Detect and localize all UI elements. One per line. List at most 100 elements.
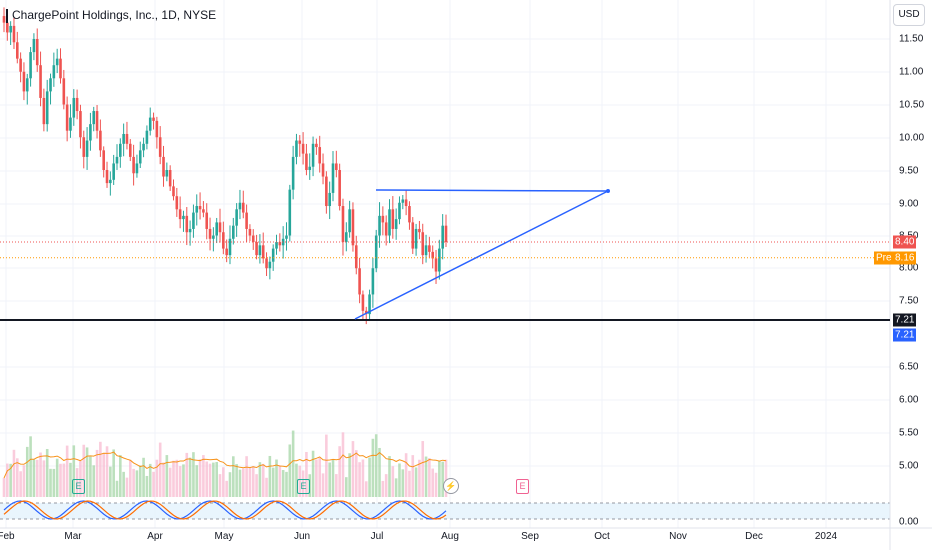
last-price-badge: 8.40 [893, 235, 917, 249]
currency-button[interactable]: USD [893, 4, 925, 26]
candle-body [271, 248, 275, 262]
stoch-d-line [3, 500, 447, 520]
volume-bar [301, 470, 305, 497]
volume-bar [15, 458, 19, 497]
volume-bar [258, 462, 262, 497]
volume-bar [345, 477, 348, 497]
candle-body [228, 238, 232, 256]
volume-bar [251, 466, 255, 497]
volume-bar [89, 456, 92, 497]
volume-bar [152, 471, 155, 497]
candle-body [411, 222, 415, 249]
price-tick: 10.50 [899, 99, 925, 111]
candle-body [45, 91, 49, 125]
price-tick: 11.00 [899, 66, 924, 78]
price-tick: 8.00 [899, 262, 919, 274]
price-tick: 11.50 [899, 33, 924, 45]
volume-bar [361, 459, 365, 497]
candle-body [125, 133, 129, 144]
volume-bar [69, 462, 72, 497]
volume-bar [125, 477, 129, 497]
volume-bar [275, 459, 278, 497]
time-tick: 2024 [814, 531, 838, 542]
time-tick: Dec [745, 531, 763, 542]
candle-body [79, 111, 82, 138]
volume-bar [315, 459, 318, 497]
candle-body [215, 222, 218, 236]
candle-body [85, 140, 89, 157]
volume-bar [428, 458, 431, 497]
earnings-marker[interactable]: E [516, 479, 529, 494]
time-tick: Mar [64, 531, 82, 542]
candle-body [152, 117, 155, 121]
volume-bar [241, 468, 245, 497]
candle-body [351, 209, 355, 246]
time-tick: Nov [669, 531, 687, 542]
price-tick: 6.50 [899, 361, 919, 373]
candle-body [59, 58, 62, 79]
candle-body [301, 143, 305, 154]
volume-bar [22, 465, 26, 497]
volume-bar [212, 462, 215, 497]
candle-body [198, 206, 202, 210]
candle-body [298, 140, 302, 144]
chart-title[interactable]: ChargePoint Holdings, Inc., 1D, NYSE [6, 8, 216, 23]
candle-body [22, 71, 26, 92]
volume-bar [431, 468, 435, 497]
volume-bar [75, 468, 79, 497]
candle-body [404, 199, 408, 207]
candle-body [361, 294, 365, 311]
volume-bar [162, 462, 165, 497]
price-tick: 7.50 [899, 295, 919, 307]
earnings-marker[interactable]: E [72, 479, 85, 494]
volume-bar [318, 457, 322, 497]
candle-body [65, 104, 69, 131]
candle-body [195, 206, 199, 213]
volume-bar [178, 466, 182, 497]
volume-bar [42, 460, 46, 497]
volume-bar [105, 446, 109, 497]
volume-bar [168, 467, 172, 497]
volume-bar [371, 438, 375, 497]
volume-bar [195, 465, 199, 497]
price-tick: 10.00 [899, 132, 925, 144]
volume-bar [2, 478, 6, 497]
volume-bar [39, 452, 42, 497]
candle-body [401, 199, 405, 203]
time-tick: Feb [0, 531, 15, 542]
volume-bar [228, 472, 232, 497]
candle-body [261, 245, 265, 259]
volume-bar [85, 447, 89, 497]
candle-body [212, 235, 215, 239]
candle-body [142, 143, 145, 151]
volume-bar [198, 459, 202, 497]
candle-body [325, 176, 328, 207]
volume-bar [99, 441, 102, 497]
candle-body [208, 228, 212, 239]
candle-body [305, 153, 308, 170]
candle-body [82, 137, 86, 157]
volume-bar [19, 471, 22, 497]
candle-body [32, 39, 36, 53]
candle-body [145, 130, 149, 144]
candle-body [255, 242, 258, 256]
earnings-marker[interactable]: E [297, 479, 310, 494]
volume-bar [408, 470, 411, 497]
trendline-price-badge: 7.21 [893, 328, 917, 342]
candle-body [135, 163, 139, 174]
volume-bar [6, 463, 9, 497]
candle-body [368, 294, 371, 315]
volume-bar [351, 441, 355, 497]
candle-body [112, 163, 115, 180]
volume-bar [255, 474, 258, 497]
candle-body [358, 268, 361, 295]
candle-body [175, 196, 179, 210]
candle-body [192, 212, 195, 229]
lightning-icon[interactable]: ⚡ [443, 478, 459, 494]
candle-body [328, 192, 331, 207]
candle-body [414, 228, 418, 249]
candle-body [418, 228, 421, 233]
volume-bar [341, 432, 345, 497]
volume-bar [32, 459, 36, 497]
